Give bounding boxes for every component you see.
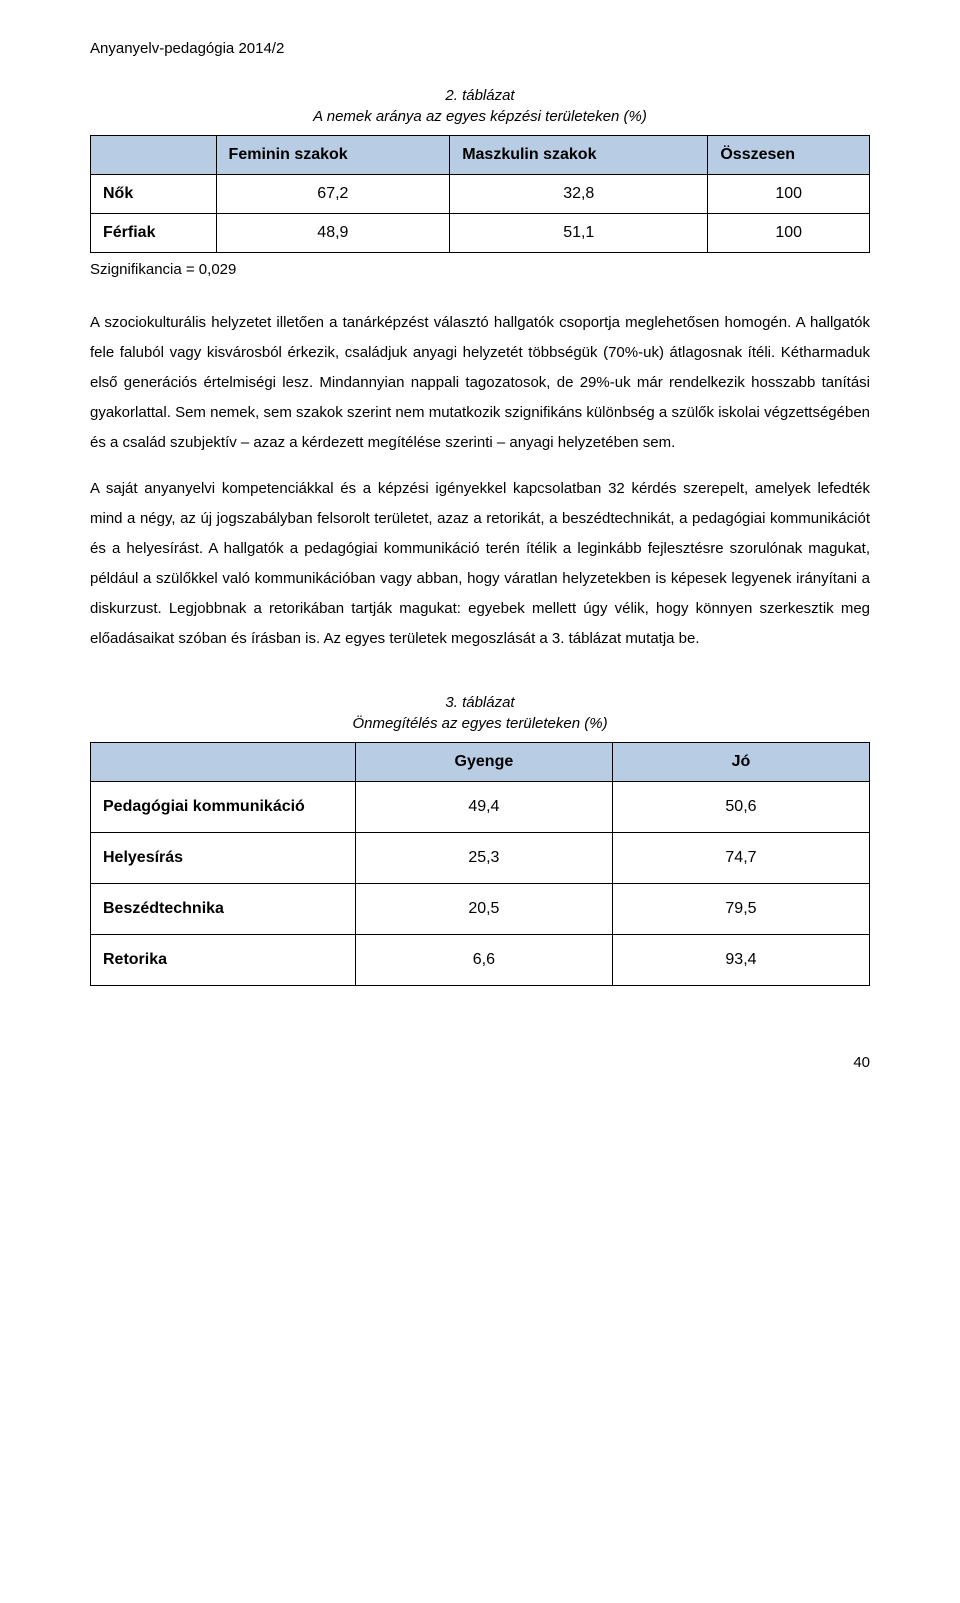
table-row: Retorika 6,6 93,4: [91, 935, 870, 986]
table2: Feminin szakok Maszkulin szakok Összesen…: [90, 135, 870, 253]
table2-significance: Szignifikancia = 0,029: [90, 261, 870, 278]
table3-r3-c1: 6,6: [355, 935, 612, 986]
table-row: Helyesírás 25,3 74,7: [91, 833, 870, 884]
table3-r1-c1: 25,3: [355, 833, 612, 884]
table-row: Férfiak 48,9 51,1 100: [91, 214, 870, 253]
table3-r0-label: Pedagógiai kommunikáció: [91, 782, 356, 833]
table3-r3-label: Retorika: [91, 935, 356, 986]
table-row: Nők 67,2 32,8 100: [91, 175, 870, 214]
table3-caption-title: Önmegítélés az egyes területeken (%): [90, 715, 870, 732]
table3-caption-num: 3. táblázat: [90, 694, 870, 711]
journal-header: Anyanyelv-pedagógia 2014/2: [90, 40, 870, 57]
table3-r0-c1: 49,4: [355, 782, 612, 833]
table3-r2-c2: 79,5: [612, 884, 869, 935]
paragraph-2: A saját anyanyelvi kompetenciákkal és a …: [90, 474, 870, 654]
table2-h2: Maszkulin szakok: [450, 136, 708, 175]
table3-r2-label: Beszédtechnika: [91, 884, 356, 935]
table2-r1-c2: 51,1: [450, 214, 708, 253]
table3-r1-c2: 74,7: [612, 833, 869, 884]
table3-h2: Jó: [612, 743, 869, 782]
table3-h0: [91, 743, 356, 782]
table2-h0: [91, 136, 217, 175]
table2-r0-label: Nők: [91, 175, 217, 214]
table-row: Beszédtechnika 20,5 79,5: [91, 884, 870, 935]
table2-r0-c2: 32,8: [450, 175, 708, 214]
table2-caption-num: 2. táblázat: [90, 87, 870, 104]
table2-r0-c3: 100: [708, 175, 870, 214]
table3-h1: Gyenge: [355, 743, 612, 782]
table3-header-row: Gyenge Jó: [91, 743, 870, 782]
table2-r0-c1: 67,2: [216, 175, 450, 214]
table2-r1-c1: 48,9: [216, 214, 450, 253]
table-row: Pedagógiai kommunikáció 49,4 50,6: [91, 782, 870, 833]
table2-r1-c3: 100: [708, 214, 870, 253]
table2-caption-title: A nemek aránya az egyes képzési területe…: [90, 108, 870, 125]
table2-h3: Összesen: [708, 136, 870, 175]
table2-r1-label: Férfiak: [91, 214, 217, 253]
page-container: Anyanyelv-pedagógia 2014/2 2. táblázat A…: [0, 0, 960, 1014]
paragraph-1: A szociokulturális helyzetet illetően a …: [90, 308, 870, 458]
table3: Gyenge Jó Pedagógiai kommunikáció 49,4 5…: [90, 742, 870, 986]
table3-r2-c1: 20,5: [355, 884, 612, 935]
table2-h1: Feminin szakok: [216, 136, 450, 175]
table3-r0-c2: 50,6: [612, 782, 869, 833]
page-number: 40: [0, 1054, 960, 1071]
table2-header-row: Feminin szakok Maszkulin szakok Összesen: [91, 136, 870, 175]
table3-r1-label: Helyesírás: [91, 833, 356, 884]
table3-r3-c2: 93,4: [612, 935, 869, 986]
